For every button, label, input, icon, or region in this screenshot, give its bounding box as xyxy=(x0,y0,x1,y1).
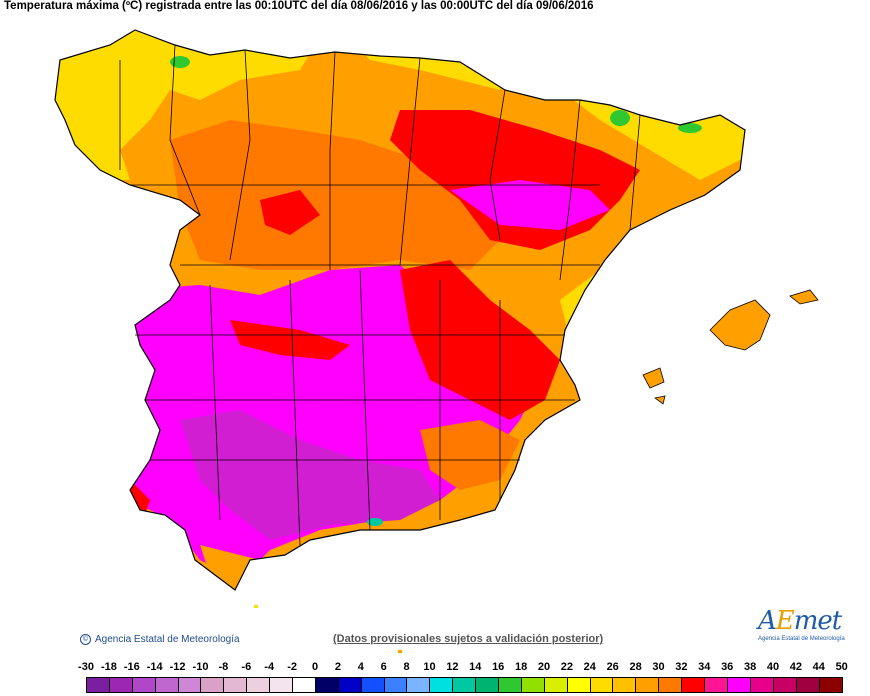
aemet-logo-subtitle: Agencia Estatal de Meteorología xyxy=(758,636,845,642)
legend-swatch xyxy=(338,678,362,692)
legend-swatch xyxy=(178,678,202,692)
legend-swatch xyxy=(636,678,660,692)
legend-swatch xyxy=(361,678,385,692)
legend-swatch xyxy=(682,678,706,692)
provisional-data-disclaimer: (Datos provisionales sujetos a validació… xyxy=(333,633,604,645)
legend-swatch xyxy=(430,678,454,692)
legend-label: 24 xyxy=(583,661,596,673)
legend-label: 28 xyxy=(629,661,642,673)
aemet-logo: AEmet Agencia Estatal de Meteorología xyxy=(758,608,850,648)
zone-orange-southeast xyxy=(420,420,520,490)
legend-label: 38 xyxy=(743,661,757,673)
legend-swatch xyxy=(201,678,225,692)
legend-label: 42 xyxy=(789,661,803,673)
legend-swatch xyxy=(384,678,408,692)
legend-label: 12 xyxy=(446,661,459,673)
legend-swatch xyxy=(293,678,316,692)
legend-label: -16 xyxy=(123,661,140,673)
legend-swatch xyxy=(705,678,728,692)
zone-green-pyrenees-west xyxy=(610,110,630,126)
legend-label: 14 xyxy=(469,661,482,673)
legend-label: -12 xyxy=(169,661,186,673)
zone-cyan-sierra-nevada xyxy=(367,518,383,526)
aemet-logo-text: AEmet xyxy=(758,606,842,636)
legend-label: -8 xyxy=(218,661,229,673)
legend-label: -6 xyxy=(241,661,252,673)
copyright-icon: © xyxy=(80,634,91,645)
legend-label: -18 xyxy=(100,661,117,673)
legend-swatch xyxy=(659,678,683,692)
zone-yellow-northwest xyxy=(55,30,330,180)
legend-swatch xyxy=(727,678,751,692)
agency-credit-text: Agencia Estatal de Meteorología xyxy=(95,634,240,646)
island-mallorca xyxy=(709,299,771,351)
melilla-marker xyxy=(398,650,402,653)
legend-labels: -30 -18 -16 -14 -12 -10 -8 -6 -4 -2 0 2 4 6 8 10 12 14 16 1… xyxy=(76,661,866,675)
legend-label: 6 xyxy=(380,661,387,673)
legend-swatch xyxy=(773,678,797,692)
legend-label: 22 xyxy=(560,661,574,673)
zone-red-duero xyxy=(260,190,320,235)
legend-label: -10 xyxy=(192,661,209,673)
zone-magenta-ebro xyxy=(450,180,610,230)
legend-swatch xyxy=(315,678,339,692)
legend-label: 36 xyxy=(721,661,734,673)
legend-swatch xyxy=(407,678,431,692)
legend-swatch xyxy=(476,678,500,692)
province-borders xyxy=(54,29,746,591)
zone-dark-orange-meseta-north xyxy=(170,120,500,270)
legend-label: 44 xyxy=(812,661,825,673)
legend-swatch xyxy=(796,678,820,692)
legend-swatch xyxy=(750,678,774,692)
legend-label: 4 xyxy=(357,661,364,673)
legend-label: 50 xyxy=(835,661,848,673)
zone-red-montes-toledo xyxy=(230,320,350,360)
legend-swatch xyxy=(87,678,110,692)
legend-swatch xyxy=(567,678,591,692)
legend-label: 26 xyxy=(606,661,619,673)
legend-swatch xyxy=(109,678,133,692)
legend-label: 8 xyxy=(403,661,410,673)
legend-swatch xyxy=(521,678,545,692)
island-formentera xyxy=(654,395,666,405)
island-ibiza xyxy=(642,367,665,389)
legend-label: 32 xyxy=(675,661,688,673)
ceuta-marker xyxy=(254,605,258,608)
legend-swatch xyxy=(819,678,843,692)
legend-label: -2 xyxy=(287,661,297,673)
legend-swatch xyxy=(499,678,522,692)
legend-label: 20 xyxy=(537,661,551,673)
legend-swatch xyxy=(590,678,614,692)
legend-swatch xyxy=(155,678,179,692)
legend-label: 10 xyxy=(423,661,436,673)
legend-label: 2 xyxy=(334,661,341,673)
legend-label: -30 xyxy=(78,661,94,673)
legend-swatch xyxy=(453,678,477,692)
zone-purple-guadalquivir xyxy=(180,410,440,540)
legend-swatch xyxy=(132,678,156,692)
legend-label: 18 xyxy=(514,661,528,673)
legend-swatch xyxy=(270,678,294,692)
balearic-islands xyxy=(642,289,819,405)
legend-swatch xyxy=(544,678,568,692)
zone-green-asturias xyxy=(170,56,190,68)
map-title: Temperatura máxima (ºC) registrada entre… xyxy=(4,0,594,12)
legend-swatch xyxy=(613,678,637,692)
legend-label: -14 xyxy=(146,661,163,673)
legend-label: 40 xyxy=(766,661,780,673)
legend-colorbar xyxy=(86,677,844,693)
agency-credit: © Agencia Estatal de Meteorología xyxy=(80,634,240,645)
legend-label: -4 xyxy=(264,661,275,673)
legend-label: 30 xyxy=(652,661,665,673)
zone-green-pyrenees-east xyxy=(678,123,702,133)
legend-swatch xyxy=(224,678,248,692)
legend-label: 34 xyxy=(698,661,711,673)
legend-label: 0 xyxy=(311,661,319,673)
island-menorca xyxy=(789,289,819,305)
legend-label: 16 xyxy=(492,661,505,673)
legend-swatch xyxy=(247,678,271,692)
